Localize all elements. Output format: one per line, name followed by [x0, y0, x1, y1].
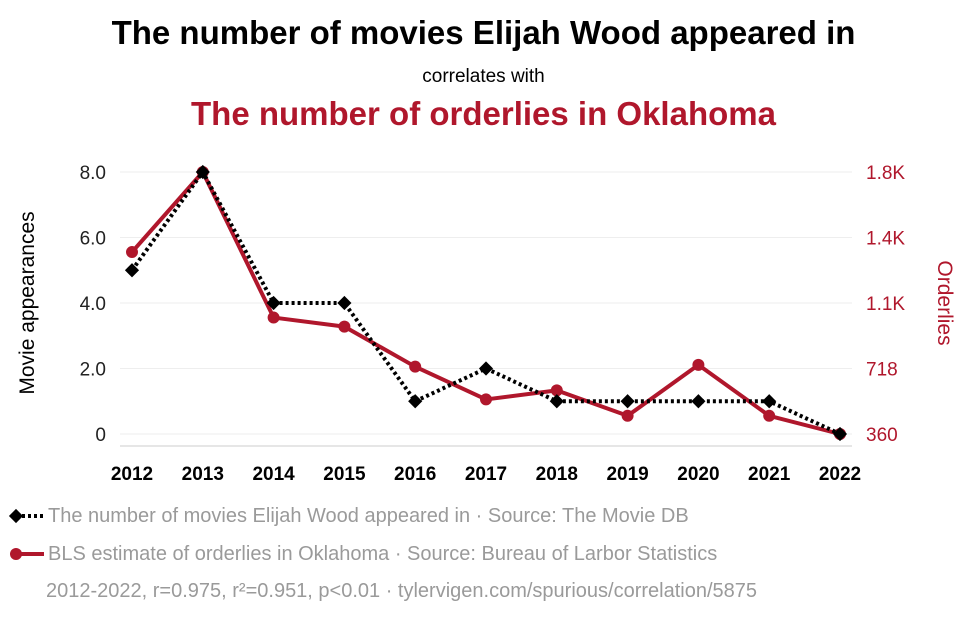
series-2-point	[621, 409, 634, 422]
x-tick-label: 2013	[182, 464, 224, 485]
series-2-point	[126, 246, 138, 259]
series-2-point	[338, 320, 351, 333]
y-right-tick-label: 360	[866, 425, 898, 446]
series-1-point	[408, 394, 423, 409]
x-tick-label: 2018	[536, 464, 578, 485]
series-1-point	[124, 263, 140, 278]
series-2-point	[267, 311, 280, 324]
legend-label-series-2: BLS estimate of orderlies in Oklahoma · …	[48, 542, 718, 565]
x-tick-label: 2016	[394, 464, 436, 485]
y-left-tick-label: 6.0	[80, 229, 106, 250]
x-tick-label: 2020	[677, 464, 719, 485]
legend-dotted-diamond-icon	[8, 508, 44, 524]
y-right-tick-label: 1.8K	[866, 163, 905, 184]
chart-secondary-title: The number of orderlies in Oklahoma	[191, 95, 776, 132]
series-2-point	[480, 393, 492, 406]
x-tick-label: 2021	[748, 464, 791, 485]
series-2-point	[409, 360, 422, 373]
y-left-tick-label: 0	[95, 425, 106, 446]
y-right-tick-label: 1.1K	[866, 294, 905, 315]
chart-footer: 2012-2022, r=0.975, r²=0.951, p<0.01 · t…	[46, 580, 757, 602]
x-tick-label: 2019	[606, 464, 648, 485]
legend-item-series-1: The number of movies Elijah Wood appeare…	[8, 502, 689, 530]
y-left-axis-title: Movie appearances	[16, 211, 39, 394]
y-left-tick-label: 4.0	[80, 294, 106, 315]
series-1-point	[762, 394, 777, 409]
series-1-point	[620, 394, 635, 409]
series-1-point	[266, 295, 281, 311]
series-1-point	[549, 394, 564, 409]
series-1-point	[337, 295, 352, 311]
chart-connector-text: correlates with	[422, 66, 545, 87]
chart-title: The number of movies Elijah Wood appeare…	[111, 14, 856, 51]
series-1-point	[832, 426, 848, 442]
legend-solid-circle-icon	[10, 548, 44, 560]
legend-item-series-2: BLS estimate of orderlies in Oklahoma · …	[8, 540, 717, 568]
series-1-point	[478, 361, 494, 376]
y-left-tick-label: 8.0	[80, 163, 106, 184]
legend-label-series-1: The number of movies Elijah Wood appeare…	[48, 504, 689, 527]
y-right-tick-label: 1.4K	[866, 229, 905, 250]
y-left-tick-label: 2.0	[80, 360, 106, 381]
y-right-tick-label: 718	[866, 360, 898, 381]
y-right-axis-title: Orderlies	[933, 260, 956, 345]
series-2-point	[692, 358, 705, 371]
x-tick-label: 2012	[111, 464, 153, 485]
series-1-point	[691, 394, 706, 409]
x-tick-label: 2014	[252, 464, 295, 485]
x-tick-label: 2017	[465, 464, 507, 485]
series-1-point	[195, 164, 210, 180]
x-tick-label: 2022	[819, 464, 861, 485]
series-2-point	[763, 409, 776, 422]
x-tick-label: 2015	[323, 464, 366, 485]
series-2-point	[550, 384, 563, 397]
line-chart: 0 360 2.0 718 4.0 1.1K 6.0 1.4K 8.0 1.8K 2012 2013 2…	[16, 163, 956, 485]
